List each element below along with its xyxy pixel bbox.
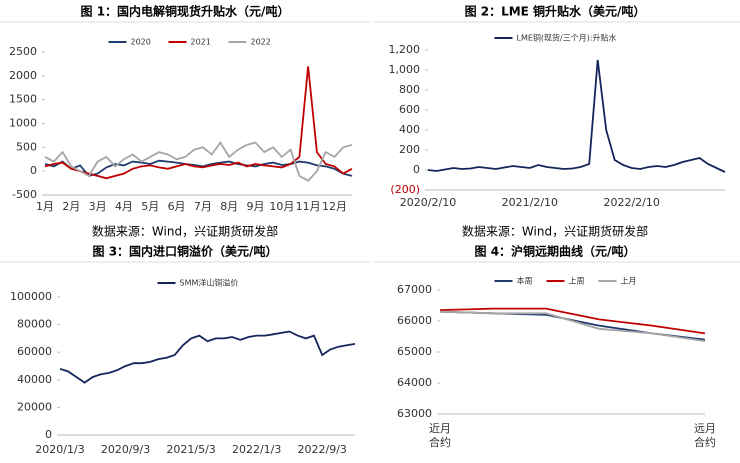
- x-tick-label: 6月: [168, 200, 186, 213]
- x-tick-label: 2021/2/10: [502, 196, 558, 209]
- legend-label: 本周: [517, 276, 533, 286]
- y-tick-label: 2500: [9, 45, 37, 58]
- y-tick-label: 0: [413, 163, 420, 176]
- x-tick-label: 11月: [296, 200, 321, 213]
- y-tick-label: 63000: [397, 407, 432, 420]
- x-tick-label: 7月: [194, 200, 212, 213]
- y-tick-label: 0: [30, 164, 37, 177]
- x-tick-label: 2020/9/3: [101, 443, 150, 456]
- legend-label: LME铜(现货/三个月):升贴水: [517, 33, 617, 43]
- x-tick-label: 近月 合约: [429, 422, 451, 449]
- y-tick-label: 1,000: [389, 63, 421, 76]
- source-note: 数据来源：Wind，兴证期货研发部: [462, 224, 648, 239]
- x-tick-label: 远月 合约: [694, 422, 716, 449]
- y-tick-label: 64000: [397, 376, 432, 389]
- x-tick-label: 4月: [115, 200, 133, 213]
- y-tick-label: -500: [12, 188, 37, 201]
- data-line: [44, 140, 353, 182]
- y-tick-label: 1500: [9, 93, 37, 106]
- legend-label: 2021: [191, 38, 211, 47]
- chart-title: 图 4：沪铜远期曲线（元/吨）: [475, 244, 636, 259]
- y-tick-label: 500: [16, 140, 37, 153]
- y-tick-label: 0: [45, 428, 52, 441]
- legend-label: 2020: [131, 38, 151, 47]
- x-tick-label: 2022/1/3: [232, 443, 281, 456]
- x-tick-label: 1月: [36, 200, 54, 213]
- x-tick-label: 9月: [247, 200, 265, 213]
- y-tick-label: (200): [390, 183, 420, 196]
- x-tick-label: 2020/2/10: [400, 196, 456, 209]
- y-tick-label: 200: [399, 143, 420, 156]
- y-tick-label: 1000: [9, 117, 37, 130]
- y-tick-label: 66000: [397, 314, 432, 327]
- data-line: [439, 310, 706, 342]
- chart-title: 图 3：国内进口铜溢价（美元/吨）: [93, 244, 278, 259]
- data-line: [439, 307, 706, 335]
- x-tick-label: 2月: [62, 200, 80, 213]
- y-tick-label: 400: [399, 123, 420, 136]
- y-tick-label: 800: [399, 83, 420, 96]
- data-line: [427, 59, 726, 173]
- y-tick-label: 65000: [397, 345, 432, 358]
- y-tick-label: 600: [399, 103, 420, 116]
- y-tick-label: 80000: [17, 318, 52, 331]
- x-tick-label: 2021/5/3: [166, 443, 215, 456]
- y-tick-label: 2000: [9, 69, 37, 82]
- x-tick-label: 2022/9/3: [298, 443, 347, 456]
- x-tick-label: 12月: [322, 200, 347, 213]
- y-tick-label: 20000: [17, 400, 52, 413]
- x-tick-label: 2022/2/10: [603, 196, 659, 209]
- legend-label: SMM洋山铜溢价: [180, 278, 239, 288]
- x-tick-label: 10月: [269, 200, 294, 213]
- x-tick-label: 8月: [220, 200, 238, 213]
- data-line: [44, 66, 353, 180]
- y-tick-label: 67000: [397, 283, 432, 296]
- data-line: [44, 159, 353, 177]
- legend-label: 上周: [569, 277, 585, 286]
- legend-label: 上月: [621, 277, 637, 286]
- source-note: 数据来源：Wind，兴证期货研发部: [92, 224, 278, 239]
- chart-title: 图 1：国内电解铜现货升贴水（元/吨）: [81, 4, 290, 19]
- y-tick-label: 40000: [17, 373, 52, 386]
- y-tick-label: 1,200: [389, 43, 421, 56]
- x-tick-label: 5月: [141, 200, 159, 213]
- y-tick-label: 60000: [17, 345, 52, 358]
- x-tick-label: 2020/1/3: [35, 443, 84, 456]
- y-tick-label: 100000: [10, 290, 52, 303]
- legend-label: 2022: [251, 38, 271, 47]
- data-line: [59, 330, 356, 384]
- x-tick-label: 3月: [89, 200, 107, 213]
- chart-title: 图 2：LME 铜升贴水（美元/吨）: [465, 4, 646, 19]
